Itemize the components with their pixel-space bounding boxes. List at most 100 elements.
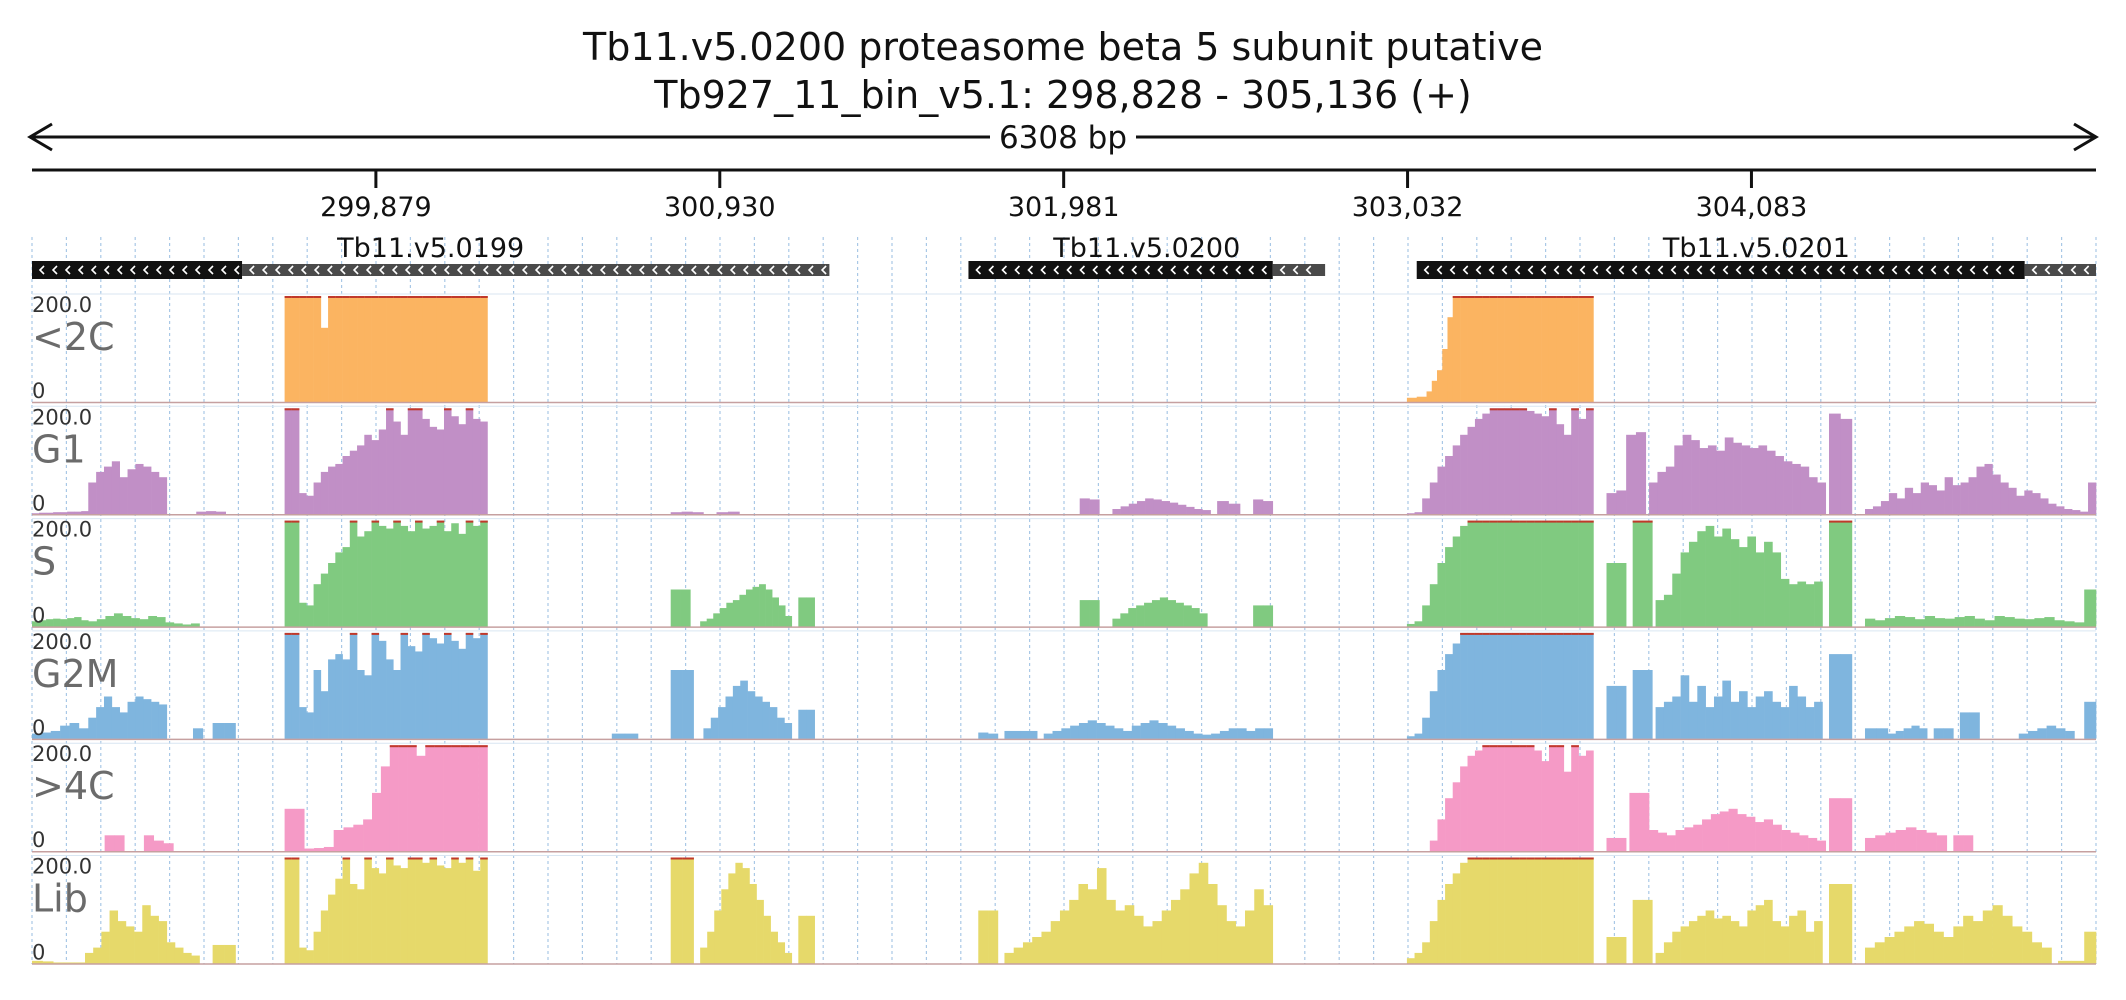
- track-ymax-label: 200.0: [32, 518, 92, 542]
- strand-chevron: [1053, 265, 1060, 275]
- coverage-bar: [1460, 632, 1468, 739]
- coverage-bar: [109, 910, 119, 964]
- coverage-bar: [1497, 745, 1505, 852]
- coverage-bar: [1235, 926, 1246, 964]
- coverage-bar: [101, 931, 110, 964]
- strand-chevron: [1305, 265, 1312, 275]
- coverage-bar: [472, 525, 481, 627]
- coverage-bar: [2002, 915, 2013, 964]
- coverage-bar: [1750, 448, 1759, 515]
- coverage-bar: [1069, 899, 1079, 964]
- strand-chevron: [1709, 265, 1716, 275]
- clip-marker: [299, 296, 307, 298]
- coverage-bar: [1467, 296, 1476, 402]
- coverage-bar: [1043, 733, 1053, 739]
- strand-chevron: [1261, 265, 1268, 275]
- coverage-bar: [798, 597, 807, 627]
- coverage-bar: [2072, 510, 2081, 515]
- clip-marker: [1511, 857, 1520, 860]
- strand-chevron: [742, 265, 749, 275]
- coverage-bar: [400, 868, 409, 964]
- coverage-bar: [103, 696, 113, 739]
- coverage-bar: [1764, 899, 1773, 964]
- coverage-bar: [798, 709, 807, 739]
- coverage-bar: [1489, 520, 1498, 627]
- coverage-bar: [1180, 889, 1190, 964]
- coverage-bar: [357, 296, 365, 402]
- coverage-bar: [1437, 819, 1446, 852]
- coverage-bar: [670, 589, 681, 627]
- strand-chevron: [1787, 265, 1794, 275]
- coverage-bar: [1489, 857, 1498, 964]
- coverage-bar: [349, 520, 358, 627]
- strand-chevron: [142, 265, 149, 275]
- strand-chevron: [975, 265, 982, 275]
- coverage-bar: [53, 962, 65, 964]
- coverage-bar: [407, 296, 416, 402]
- coverage-bar: [478, 745, 488, 852]
- coverage-bar: [1713, 696, 1723, 739]
- coverage-bar: [1799, 835, 1809, 852]
- coverage-bar: [429, 426, 438, 515]
- coverage-bar: [1911, 725, 1920, 739]
- scale-tick-label: 304,083: [1696, 192, 1808, 223]
- coverage-bar: [1467, 857, 1476, 964]
- coverage-bar: [1460, 296, 1468, 402]
- clip-marker: [1511, 745, 1520, 748]
- coverage-bar: [1032, 937, 1042, 964]
- coverage-bar: [1840, 418, 1853, 515]
- coverage-bar: [415, 520, 423, 627]
- clip-marker: [400, 296, 409, 298]
- coverage-bar: [422, 418, 430, 515]
- coverage-bar: [125, 926, 135, 964]
- coverage-bar: [1992, 474, 2001, 515]
- coverage-bar: [67, 618, 75, 627]
- track-G1: 200.0 0 G1: [32, 405, 2097, 516]
- clip-marker: [1586, 857, 1594, 860]
- clip-marker: [342, 296, 351, 298]
- coverage-bar: [2031, 942, 2042, 964]
- clip-marker: [1541, 520, 1550, 523]
- coverage-bar: [1255, 728, 1265, 739]
- coverage-bar: [1944, 618, 1955, 627]
- track-name: S: [32, 540, 56, 584]
- coverage-bar: [1642, 520, 1653, 627]
- span-length-label: 6308 bp: [999, 120, 1127, 156]
- coverage-bar: [364, 434, 372, 515]
- coverage-bar: [1482, 857, 1491, 964]
- gene-model[interactable]: Tb11.v5.0200: [968, 233, 1326, 279]
- gene-model[interactable]: Tb11.v5.0199: [32, 233, 830, 279]
- gene-model[interactable]: Tb11.v5.0201: [1416, 233, 2096, 279]
- clip-marker: [480, 296, 488, 298]
- coverage-bar: [1406, 397, 1418, 402]
- strand-chevron: [664, 265, 671, 275]
- clip-marker: [465, 408, 474, 411]
- coverage-bar: [1548, 520, 1557, 627]
- coverage-bar: [378, 525, 387, 627]
- coverage-bar: [398, 745, 408, 852]
- coverage-bar: [1747, 707, 1757, 739]
- coverage-bar: [372, 792, 382, 852]
- coverage-bar: [53, 512, 61, 515]
- coverage-bar: [335, 878, 343, 964]
- coverage-bar: [1722, 915, 1731, 964]
- coverage-bar: [1876, 728, 1889, 739]
- strand-chevron: [1092, 265, 1099, 275]
- coverage-bar: [163, 843, 174, 852]
- coverage-bar: [156, 617, 166, 627]
- strand-chevron: [1657, 265, 1664, 275]
- coverage-bar: [284, 520, 293, 627]
- gene-cds: [32, 261, 243, 279]
- strand-chevron: [820, 265, 827, 275]
- coverage-bar: [1755, 905, 1765, 964]
- coverage-bar: [1504, 745, 1513, 852]
- strand-chevron: [1488, 265, 1495, 275]
- coverage-bar: [611, 733, 626, 739]
- coverage-bar: [1534, 857, 1542, 964]
- coverage-bar: [429, 525, 438, 627]
- coverage-bar: [2055, 728, 2066, 739]
- coverage-bar: [472, 418, 481, 515]
- strand-chevron: [1462, 265, 1469, 275]
- coverage-bar: [1880, 501, 1890, 515]
- clip-marker: [291, 632, 300, 635]
